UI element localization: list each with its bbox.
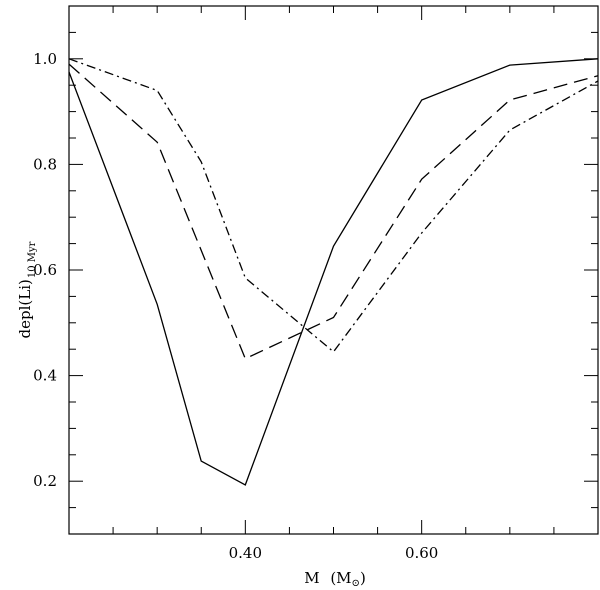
y-axis-title: depl(Li)10 Myr — [16, 241, 38, 338]
y-tick-label: 0.4 — [33, 367, 57, 385]
plot-area-border — [68, 5, 599, 535]
y-tick-label: 0.6 — [33, 261, 57, 279]
axis-ticks — [69, 6, 598, 534]
x-axis-title: M (M⊙) — [304, 569, 366, 589]
series-line-dashdot — [68, 58, 599, 353]
y-tick-label: 1.0 — [33, 50, 57, 68]
tick-labels: 0.40 0.60 0.2 0.4 0.6 0.8 1.0 — [33, 50, 438, 562]
plot-frame — [68, 5, 599, 535]
x-tick-label: 0.60 — [405, 544, 438, 562]
series-line-solid — [68, 58, 599, 486]
series-line-dashed — [68, 63, 599, 360]
data-series — [68, 58, 599, 486]
y-tick-label: 0.8 — [33, 155, 57, 173]
y-tick-label: 0.2 — [33, 472, 57, 490]
x-tick-label: 0.40 — [229, 544, 262, 562]
